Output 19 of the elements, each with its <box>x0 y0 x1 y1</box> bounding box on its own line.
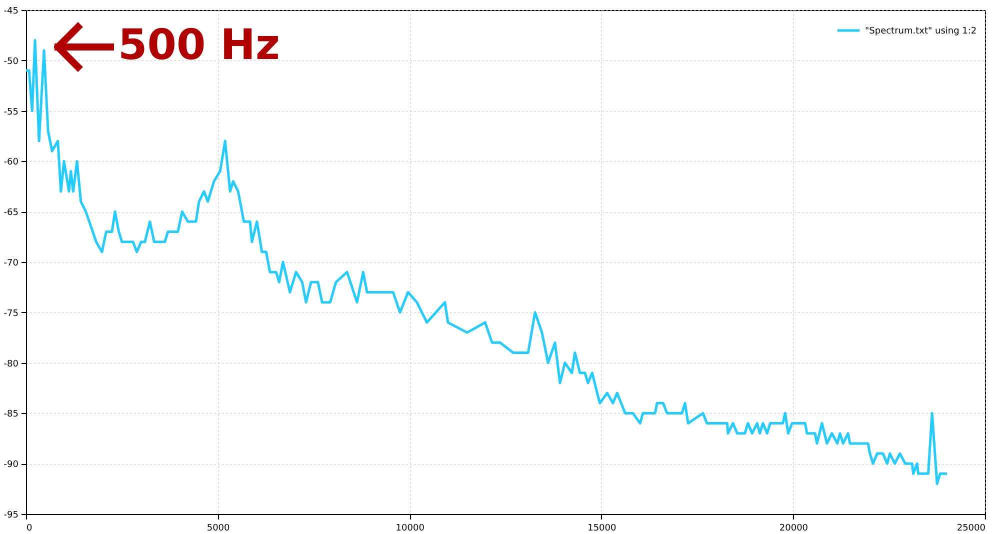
y-tick-label: -60 <box>4 158 19 168</box>
y-tick-label: -50 <box>4 56 19 67</box>
y-tick-label: -75 <box>4 308 18 319</box>
x-tick-label: 0 <box>26 524 32 534</box>
x-tick-label: 25000 <box>956 524 986 534</box>
legend-label: "Spectrum.txt" using 1:2 <box>865 26 977 36</box>
x-tick-label: 5000 <box>206 524 230 534</box>
y-tick-label: -70 <box>4 258 19 268</box>
annotation: 500 Hz <box>118 20 280 69</box>
y-tick-label: -80 <box>4 359 19 370</box>
y-tick-label: -55 <box>4 107 18 118</box>
y-tick-label: -65 <box>4 208 18 218</box>
x-tick-label: 10000 <box>396 524 425 534</box>
y-tick-label: -85 <box>4 410 18 420</box>
y-tick-label: -95 <box>4 510 18 520</box>
y-tick-label: -45 <box>4 6 18 16</box>
x-tick-label: 15000 <box>588 524 616 534</box>
y-tick-label: -90 <box>4 460 19 470</box>
x-tick-label: 20000 <box>779 524 808 534</box>
